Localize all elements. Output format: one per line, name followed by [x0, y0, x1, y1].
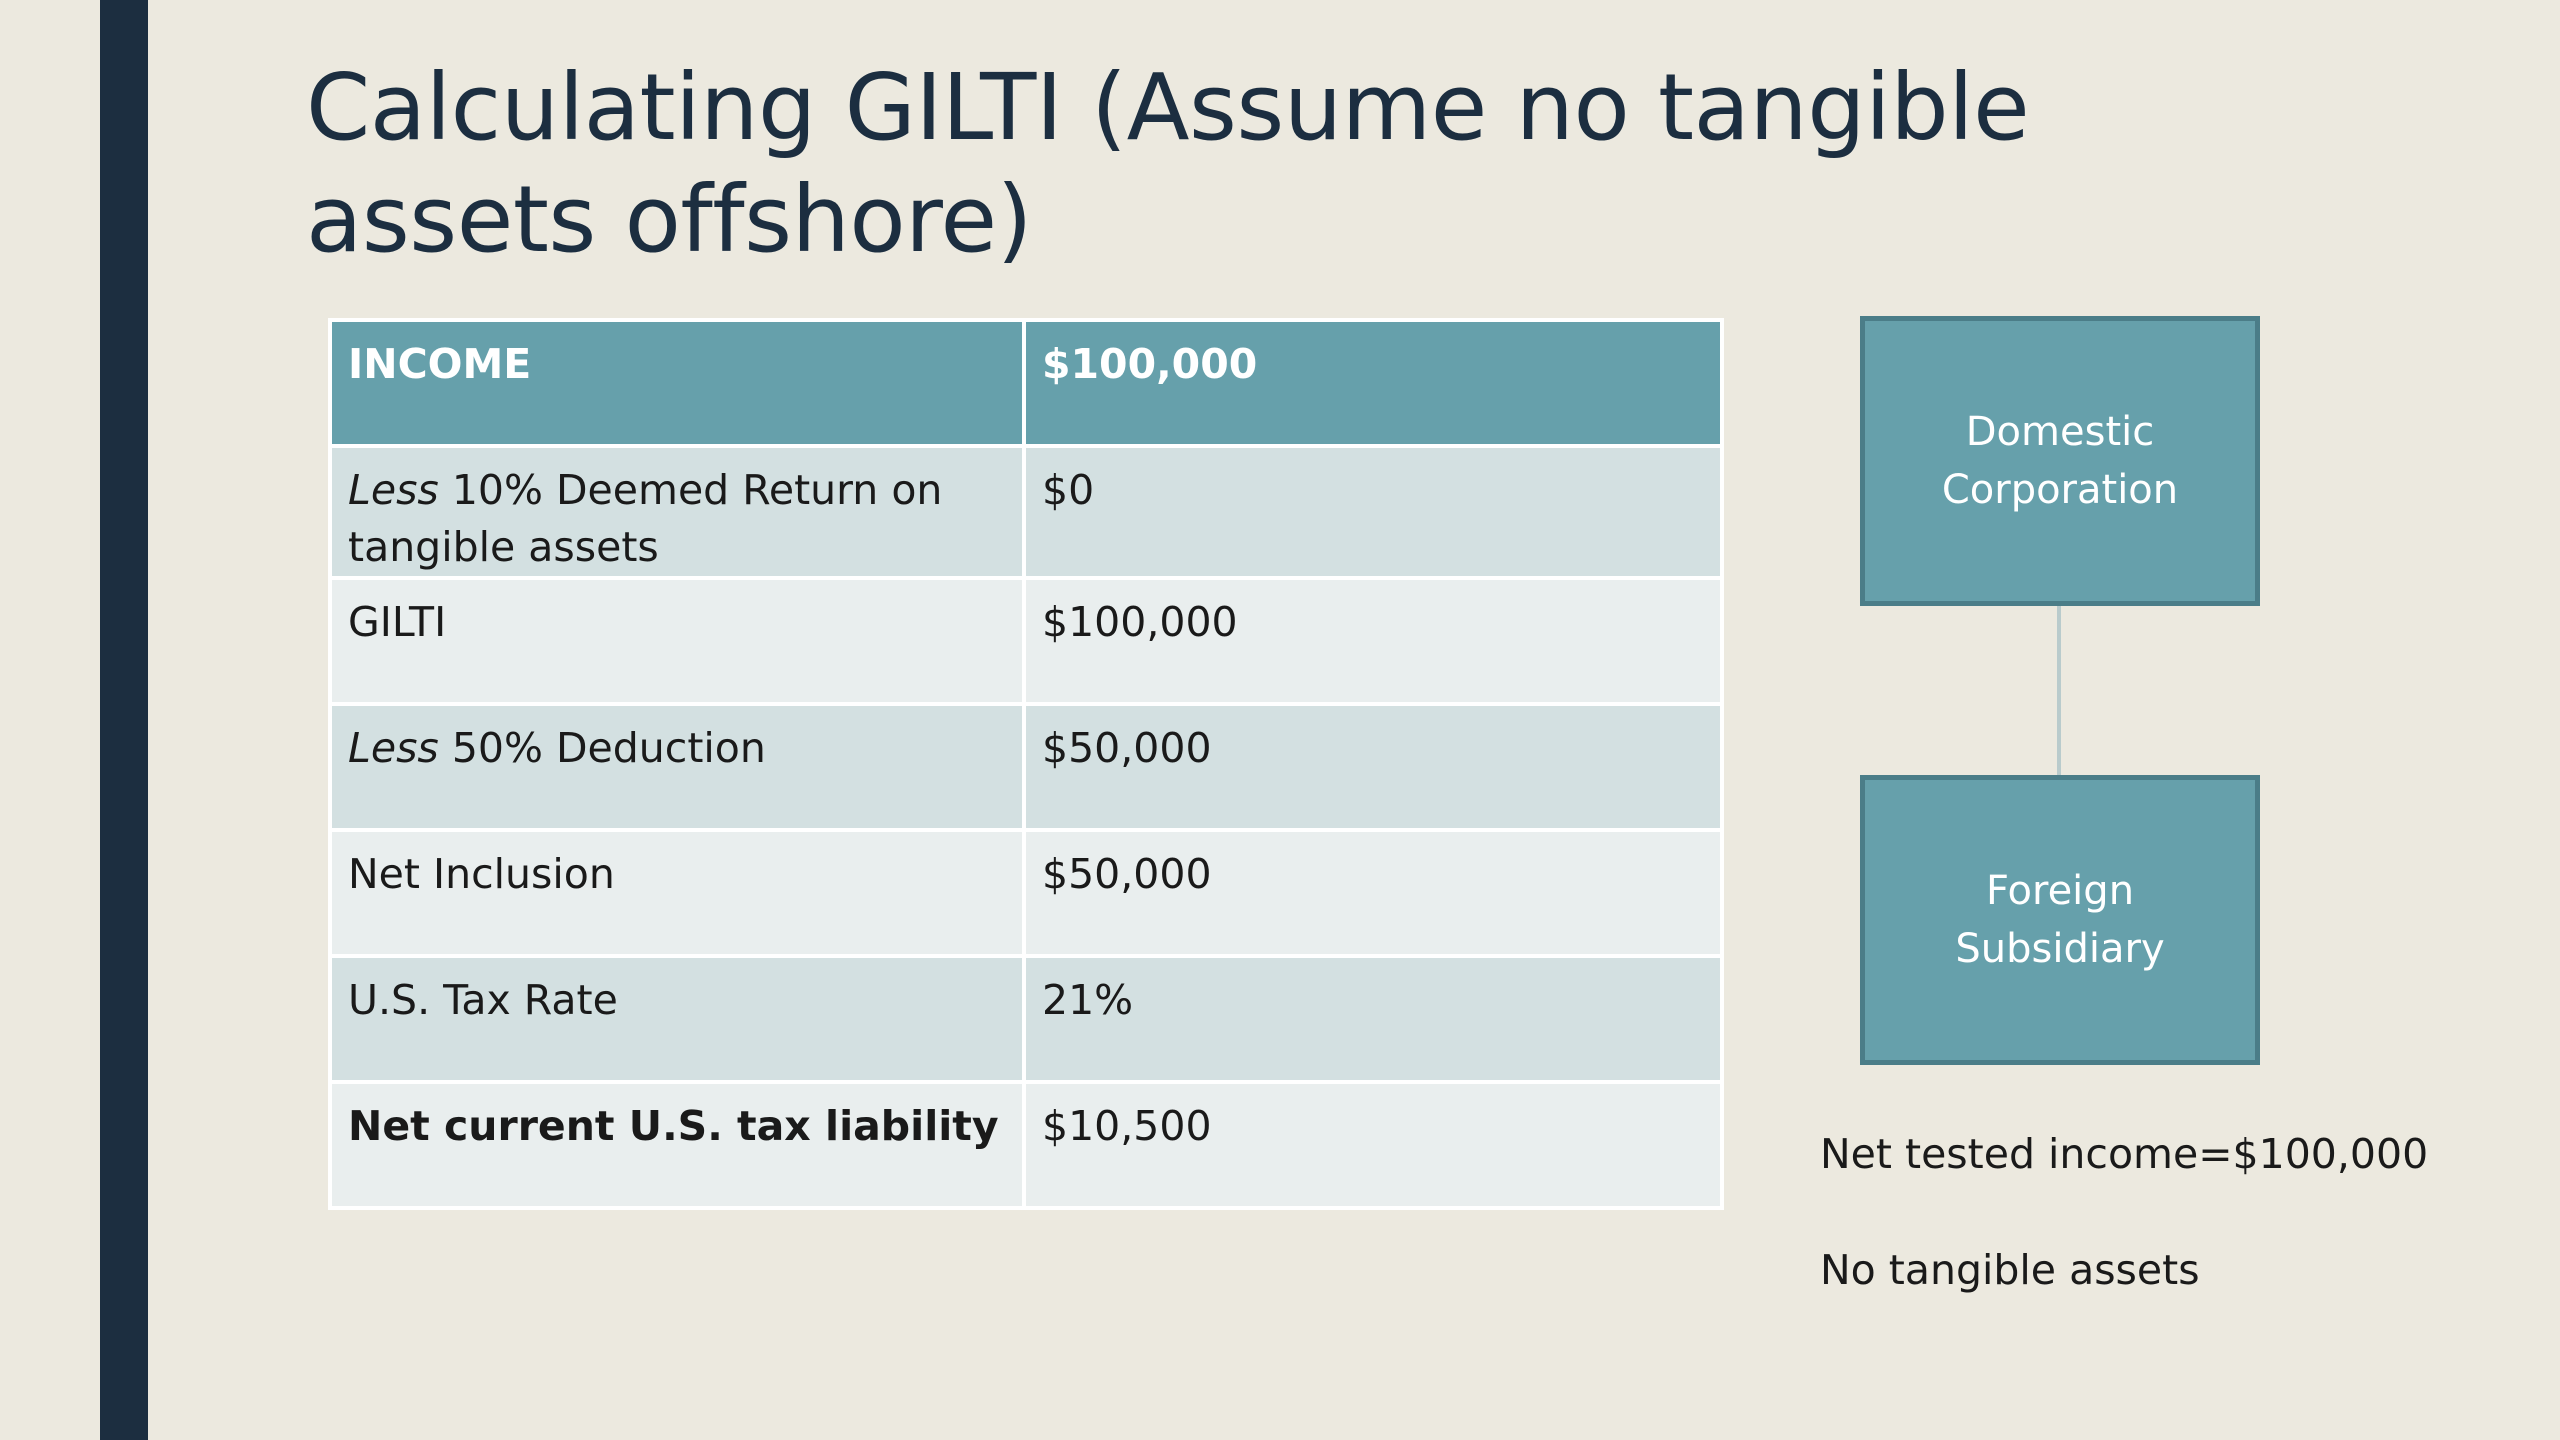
table-row: U.S. Tax Rate 21%: [328, 954, 1724, 1084]
row-value-cell: $100,000: [1022, 576, 1724, 706]
header-value-cell: $100,000: [1022, 318, 1724, 448]
ownership-connector-line: [2057, 606, 2061, 775]
row-label-cell: Net Inclusion: [328, 828, 1026, 958]
table-row: GILTI $100,000: [328, 576, 1724, 706]
header-label-cell: INCOME: [328, 318, 1026, 448]
label-text: 50% Deduction: [438, 724, 766, 772]
box-label: Foreign Subsidiary: [1955, 862, 2164, 978]
box-label-line: Corporation: [1941, 467, 2179, 513]
foreign-subsidiary-box: Foreign Subsidiary: [1860, 775, 2260, 1065]
label-text: 10% Deemed Return on tangible assets: [348, 466, 943, 571]
row-label-cell: Less 10% Deemed Return on tangible asset…: [328, 444, 1026, 580]
row-label-cell: Less 50% Deduction: [328, 702, 1026, 832]
box-label-line: Foreign: [1985, 868, 2135, 914]
table-header-row: INCOME $100,000: [328, 318, 1724, 448]
row-value-cell: $50,000: [1022, 828, 1724, 958]
label-italic-prefix: Less: [348, 466, 439, 514]
row-label-cell: GILTI: [328, 576, 1026, 706]
accent-bar: [100, 0, 148, 1440]
domestic-corporation-box: Domestic Corporation: [1860, 316, 2260, 606]
table-row: Net current U.S. tax liability $10,500: [328, 1080, 1724, 1210]
box-label-line: Subsidiary: [1955, 926, 2165, 972]
row-value-cell: $10,500: [1022, 1080, 1724, 1210]
row-label-cell: U.S. Tax Rate: [328, 954, 1026, 1084]
row-label-cell: Net current U.S. tax liability: [328, 1080, 1026, 1210]
slide-title: Calculating GILTI (Assume no tangible as…: [306, 54, 2030, 273]
table-row: Less 10% Deemed Return on tangible asset…: [328, 444, 1724, 580]
table-row: Less 50% Deduction $50,000: [328, 702, 1724, 832]
tangible-assets-note: No tangible assets: [1820, 1246, 2200, 1294]
label-italic-prefix: Less: [348, 724, 439, 772]
row-value-cell: 21%: [1022, 954, 1724, 1084]
row-value-cell: $50,000: [1022, 702, 1724, 832]
box-label: Domestic Corporation: [1942, 403, 2178, 519]
row-value-cell: $0: [1022, 444, 1724, 580]
table-row: Net Inclusion $50,000: [328, 828, 1724, 958]
net-tested-income-note: Net tested income=$100,000: [1820, 1130, 2429, 1178]
box-label-line: Domestic: [1965, 409, 2155, 455]
gilti-calculation-table: INCOME $100,000 Less 10% Deemed Return o…: [328, 318, 1724, 1210]
